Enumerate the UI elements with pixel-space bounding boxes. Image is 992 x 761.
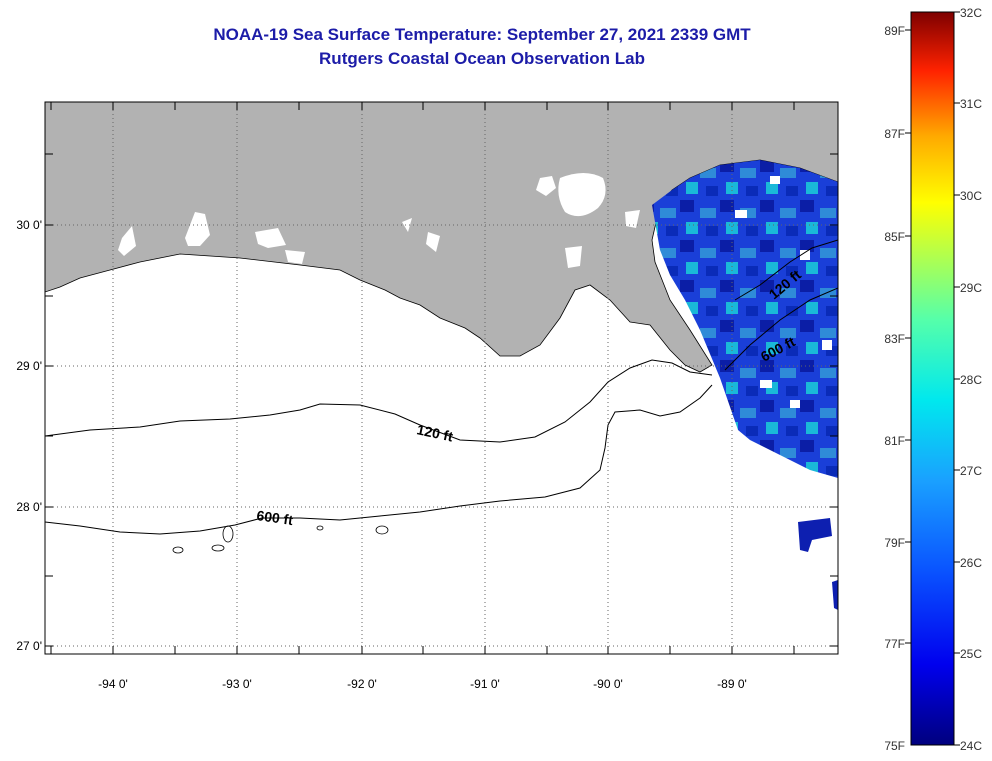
colorbar-c-label: 25C <box>960 647 982 661</box>
colorbar-f-label: 87F <box>884 127 905 141</box>
sst-patch <box>798 518 832 552</box>
lat-label: 29 0' <box>16 359 42 373</box>
colorbar-f-label: 79F <box>884 536 905 550</box>
lake-white <box>558 173 606 217</box>
colorbar-f-label: 85F <box>884 230 905 244</box>
colorbar-c-label: 28C <box>960 373 982 387</box>
longitude-labels: -94 0' -93 0' -92 0' -91 0' -90 0' -89 0… <box>98 677 747 691</box>
lon-label: -92 0' <box>347 677 377 691</box>
colorbar-ticks <box>905 11 960 746</box>
colorbar-c-label: 31C <box>960 97 982 111</box>
contour-label: 600 ft <box>256 507 295 528</box>
cloud-gap <box>760 380 772 388</box>
lake-white <box>426 232 440 252</box>
colorbar-c-label: 29C <box>960 281 982 295</box>
sst-swath <box>652 160 838 478</box>
map-frame <box>44 101 839 655</box>
contour-120ft <box>45 359 713 443</box>
latitude-labels: 30 0' 29 0' 28 0' 27 0' <box>16 218 42 653</box>
lake-white <box>255 228 286 248</box>
colorbar-c-label: 24C <box>960 739 982 753</box>
colorbar-f-label: 75F <box>884 739 905 753</box>
lat-label: 30 0' <box>16 218 42 232</box>
cloud-gap <box>800 250 810 260</box>
contour-600ft <box>45 384 713 535</box>
map-subtitle: Rutgers Coastal Ocean Observation Lab <box>319 49 645 68</box>
colorbar-c-label: 26C <box>960 556 982 570</box>
map-ticks <box>45 102 838 654</box>
lake-white <box>536 176 556 196</box>
contour-label: 120 ft <box>415 421 454 444</box>
colorbar-c-label: 27C <box>960 464 982 478</box>
map-title: NOAA-19 Sea Surface Temperature: Septemb… <box>213 25 751 44</box>
contour-islands <box>172 525 389 554</box>
colorbar-f-labels: 89F 87F 85F 83F 81F 79F 77F 75F <box>884 24 905 753</box>
lake-white <box>118 226 136 256</box>
colorbar-c-label: 30C <box>960 189 982 203</box>
lat-label: 27 0' <box>16 639 42 653</box>
colorbar-c-labels: 32C 31C 30C 29C 28C 27C 26C 25C 24C <box>960 6 982 753</box>
lake-white <box>625 210 640 228</box>
map-grid <box>45 102 838 654</box>
lake-white <box>185 212 210 246</box>
lake-white <box>565 246 582 268</box>
cloud-gap <box>735 210 747 218</box>
map-plot-area <box>45 102 838 654</box>
cloud-gap <box>822 340 832 350</box>
colorbar-c-label: 32C <box>960 6 982 20</box>
colorbar-f-label: 83F <box>884 332 905 346</box>
colorbar-f-label: 81F <box>884 434 905 448</box>
lon-label: -93 0' <box>222 677 252 691</box>
contour-120ft <box>734 239 838 301</box>
lat-label: 28 0' <box>16 500 42 514</box>
colorbar-f-label: 89F <box>884 24 905 38</box>
sst-patch <box>832 580 838 610</box>
cloud-gap <box>770 176 780 184</box>
lake-white <box>285 250 305 264</box>
lon-label: -90 0' <box>593 677 623 691</box>
lake-white <box>402 218 412 232</box>
contour-600ft <box>724 287 838 371</box>
lon-label: -91 0' <box>470 677 500 691</box>
lon-label: -89 0' <box>717 677 747 691</box>
cloud-gap <box>790 400 800 408</box>
colorbar <box>910 11 955 746</box>
colorbar-f-label: 77F <box>884 637 905 651</box>
lon-label: -94 0' <box>98 677 128 691</box>
